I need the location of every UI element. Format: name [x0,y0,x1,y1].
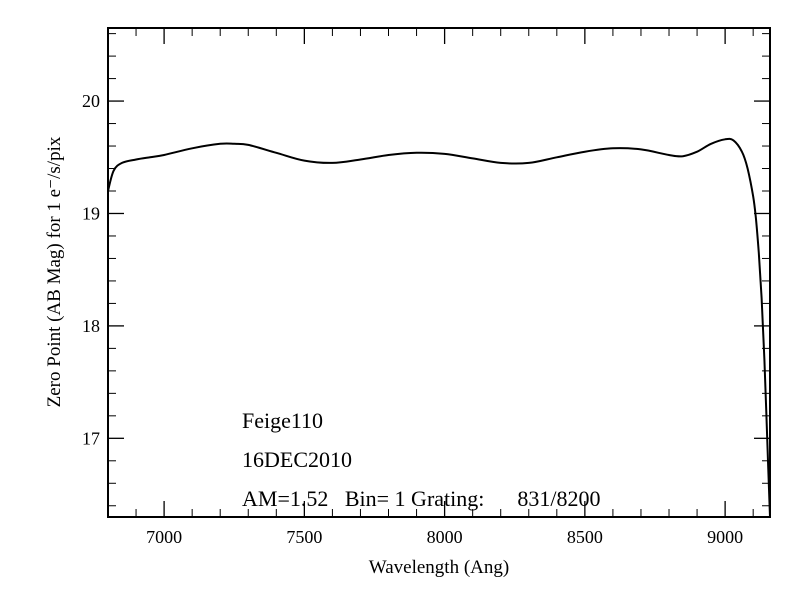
annotation-setup: AM=1.52 Bin= 1 Grating: 831/8200 [242,486,600,511]
y-tick-label: 17 [82,428,100,448]
y-tick-label: 19 [82,203,100,223]
annotation-star-name: Feige110 [242,408,323,433]
y-tick-label: 18 [82,316,100,336]
x-tick-label: 9000 [707,527,743,547]
x-tick-label: 8000 [427,527,463,547]
zero-point-curve [107,137,771,518]
x-tick-label: 7000 [146,527,182,547]
x-tick-label: 7500 [286,527,322,547]
annotation-date: 16DEC2010 [242,447,352,472]
x-tick-label: 8500 [567,527,603,547]
plot-frame [107,27,771,518]
ticks-layer: 7000 7500 8000 8500 9000 17 18 19 20 [82,28,770,547]
x-axis-label: Wavelength (Ang) [369,557,509,578]
y-tick-label: 20 [82,91,100,111]
y-axis-label: Zero Point (AB Mag) for 1 e⁻/s/pix [44,136,65,407]
